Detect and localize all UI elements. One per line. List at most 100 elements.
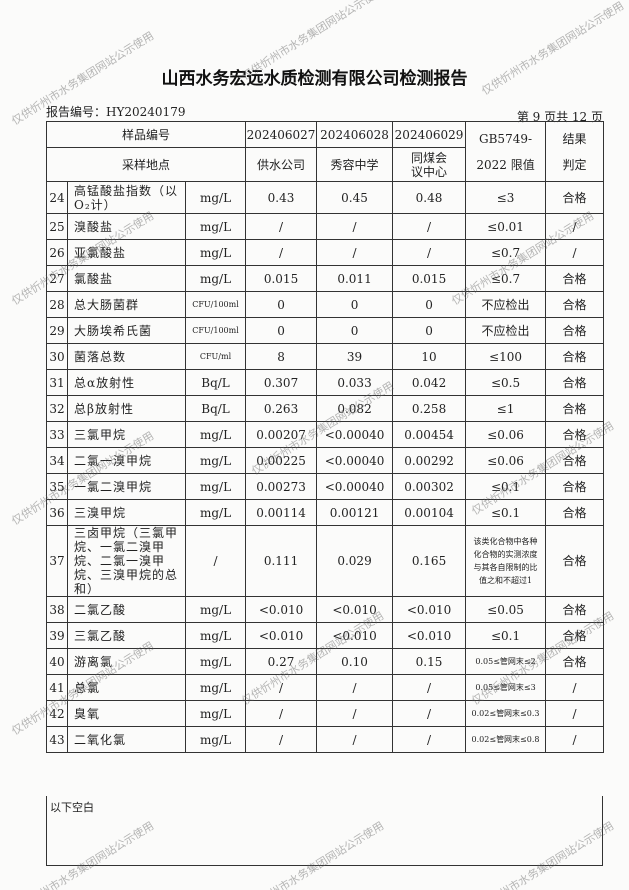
item-number: 36 [46, 499, 68, 526]
value: 8 [245, 343, 318, 370]
value: / [316, 726, 394, 753]
result: 合格 [545, 421, 605, 448]
value: 0.00454 [392, 421, 467, 448]
value: 0.011 [316, 265, 394, 292]
unit: mg/L [184, 265, 247, 292]
results-table: 样品编号 202406027 202406028 202406029 GB574… [45, 121, 605, 753]
value: 0.307 [245, 369, 318, 396]
sample-no-header: 样品编号 [45, 121, 247, 148]
value: 0 [245, 317, 318, 344]
unit: CFU/100ml [184, 317, 247, 344]
table-row: 37 三卤甲烷（三氯甲烷、一氯二溴甲烷、二氯一溴甲烷、三溴甲烷的总和）/0.111… [46, 525, 605, 597]
result: 合格 [545, 447, 605, 474]
value: <0.010 [316, 622, 394, 649]
value: / [245, 239, 318, 266]
result: / [545, 674, 605, 701]
result: 合格 [545, 369, 605, 396]
unit: mg/L [184, 674, 247, 701]
item-name: 一氯二溴甲烷 [67, 473, 186, 500]
table-row: 36 三溴甲烷 mg/L 0.00114 0.00121 0.00104 ≤0.1 合格 [46, 499, 605, 526]
item-name: 二氧化氯 [67, 726, 186, 753]
item-number: 41 [46, 674, 68, 701]
sample-no: 202406029 [392, 121, 467, 148]
result: 合格 [545, 395, 605, 422]
result: 合格 [545, 181, 605, 214]
value: 0.042 [392, 369, 467, 396]
item-name: 二氯一溴甲烷 [67, 447, 186, 474]
limit-header: 2022 限值 [476, 157, 535, 172]
value: 0.00273 [245, 473, 318, 500]
item-name: 总大肠菌群 [67, 291, 186, 318]
limit: 0.05≤管网末≤2 [465, 648, 547, 675]
blank-note: 以下空白 [46, 796, 603, 866]
site-header: 采样地点 [45, 147, 247, 182]
item-number: 35 [46, 473, 68, 500]
limit: 该类化合物中各种化合物的实测浓度与其各自限制的比值之和不超过1 [465, 525, 547, 597]
item-number: 24 [46, 181, 68, 214]
value: <0.00040 [316, 447, 394, 474]
table-row: 40 游离氯 mg/L 0.27 0.10 0.15 0.05≤管网末≤2 合格 [46, 648, 605, 675]
result: / [545, 700, 605, 727]
value: <0.010 [316, 596, 394, 623]
unit: CFU/100ml [184, 291, 247, 318]
value: 0.00207 [245, 421, 318, 448]
item-name: 大肠埃希氏菌 [67, 317, 186, 344]
limit: 0.05≤管网末≤3 [465, 674, 547, 701]
value: 0.15 [392, 648, 467, 675]
value: 0.00114 [245, 499, 318, 526]
item-name: 三溴甲烷 [67, 499, 186, 526]
limit: 0.02≤管网末≤0.8 [465, 726, 547, 753]
result: 合格 [545, 473, 605, 500]
unit: Bq/L [184, 395, 247, 422]
result: / [545, 213, 605, 240]
table-row: 24 高锰酸盐指数（以O₂计） mg/L 0.43 0.45 0.48 ≤3 合格 [46, 181, 605, 214]
item-name: 三氯甲烷 [67, 421, 186, 448]
value: 0.263 [245, 395, 318, 422]
unit: mg/L [184, 447, 247, 474]
item-name: 三氯乙酸 [67, 622, 186, 649]
limit: ≤0.1 [465, 499, 547, 526]
value: / [392, 674, 467, 701]
result: 合格 [545, 622, 605, 649]
limit-header: GB5749- [479, 131, 533, 146]
table-row: 38 二氯乙酸 mg/L <0.010 <0.010 <0.010 ≤0.05 合格 [46, 596, 605, 623]
value: / [316, 700, 394, 727]
unit: mg/L [184, 726, 247, 753]
site: 同煤会议中心 [392, 147, 467, 182]
item-number: 34 [46, 447, 68, 474]
report-title: 山西水务宏远水质检测有限公司检测报告 [161, 69, 468, 89]
value: <0.00040 [316, 421, 394, 448]
item-name: 臭氧 [67, 700, 186, 727]
result: 合格 [545, 317, 605, 344]
value: 0.48 [392, 181, 467, 214]
table-row: 43 二氧化氯 mg/L / //0.02≤管网末≤0.8/ [46, 726, 605, 753]
value: 0.00104 [392, 499, 467, 526]
item-name: 总氯 [67, 674, 186, 701]
limit: ≤0.1 [465, 473, 547, 500]
limit: ≤3 [465, 181, 547, 214]
limit: ≤0.5 [465, 369, 547, 396]
limit: 不应检出 [465, 291, 547, 318]
unit: mg/L [184, 648, 247, 675]
value: 0 [316, 317, 394, 344]
value: 0.27 [245, 648, 318, 675]
limit: ≤0.06 [465, 421, 547, 448]
item-number: 32 [46, 395, 68, 422]
item-number: 25 [46, 213, 68, 240]
unit: mg/L [184, 499, 247, 526]
table-row: 31 总α放射性 Bq/L 0.307 0.033 0.042 ≤0.5 合格 [46, 369, 605, 396]
table-row: 27 氯酸盐 mg/L 0.015 0.011 0.015 ≤0.7 合格 [46, 265, 605, 292]
table-row: 30 菌落总数 CFU/ml 8 39 10 ≤100 合格 [46, 343, 605, 370]
result: 合格 [545, 525, 605, 597]
value: / [392, 239, 467, 266]
result: 合格 [545, 596, 605, 623]
item-name: 溴酸盐 [67, 213, 186, 240]
item-number: 28 [46, 291, 68, 318]
item-number: 30 [46, 343, 68, 370]
item-number: 26 [46, 239, 68, 266]
table-row: 34 二氯一溴甲烷 mg/L 0.00225 <0.00040 0.00292 ≤0.06 合… [46, 447, 605, 474]
value: <0.00040 [316, 473, 394, 500]
table-row: 42 臭氧 mg/L / //0.02≤管网末≤0.3/ [46, 700, 605, 727]
unit: mg/L [184, 213, 247, 240]
